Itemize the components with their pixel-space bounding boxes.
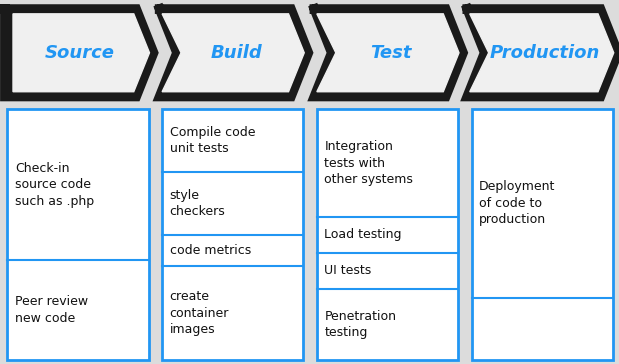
Polygon shape xyxy=(5,9,154,96)
FancyBboxPatch shape xyxy=(472,109,613,360)
Polygon shape xyxy=(160,9,308,96)
Text: Penetration
testing: Penetration testing xyxy=(324,310,396,339)
Polygon shape xyxy=(470,14,614,92)
Text: Deployment
of code to
production: Deployment of code to production xyxy=(479,181,555,226)
Text: code metrics: code metrics xyxy=(170,244,251,257)
Text: Production: Production xyxy=(490,44,600,62)
Text: Integration
tests with
other systems: Integration tests with other systems xyxy=(324,140,413,186)
Text: Peer review
new code: Peer review new code xyxy=(15,295,88,325)
Polygon shape xyxy=(314,9,463,96)
Text: Compile code
unit tests: Compile code unit tests xyxy=(170,126,255,155)
Text: Build: Build xyxy=(210,44,262,62)
Text: create
container
images: create container images xyxy=(170,290,229,336)
Text: Source: Source xyxy=(44,44,115,62)
Polygon shape xyxy=(162,14,305,92)
Text: Test: Test xyxy=(371,44,412,62)
Text: Load testing: Load testing xyxy=(324,228,402,241)
Polygon shape xyxy=(467,9,618,96)
Text: style
checkers: style checkers xyxy=(170,189,225,218)
Text: UI tests: UI tests xyxy=(324,264,371,277)
Text: Check-in
source code
such as .php: Check-in source code such as .php xyxy=(15,162,94,207)
Polygon shape xyxy=(317,14,459,92)
FancyBboxPatch shape xyxy=(162,109,303,360)
FancyBboxPatch shape xyxy=(317,109,458,360)
FancyBboxPatch shape xyxy=(7,109,149,360)
Polygon shape xyxy=(13,14,150,92)
